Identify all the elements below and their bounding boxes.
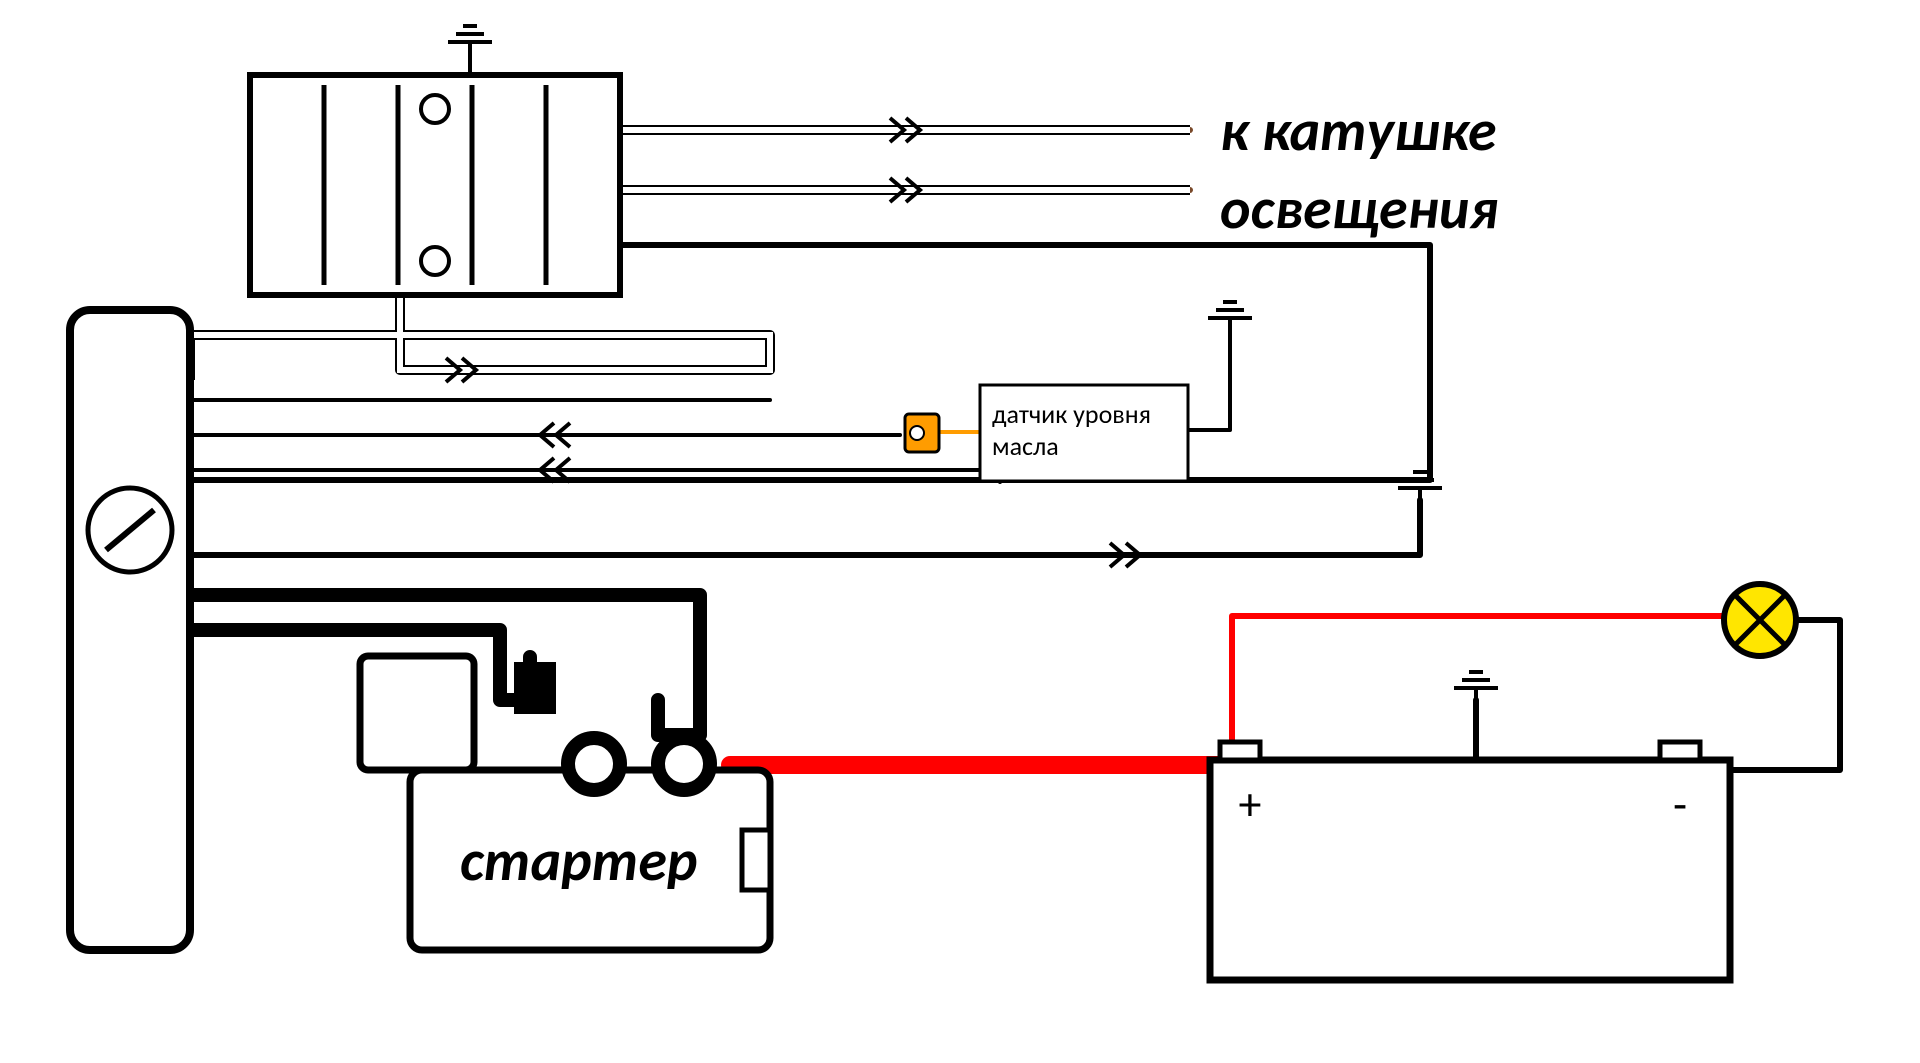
regulator-hole <box>421 95 449 123</box>
relay-terminal <box>514 662 556 714</box>
starter-label: стартер <box>460 825 697 896</box>
starter-cap <box>742 830 770 890</box>
ignition-switch <box>70 310 190 950</box>
starter-relay <box>360 656 474 770</box>
battery-minus: - <box>1673 777 1687 833</box>
oil-label-1: датчик уровня <box>992 398 1151 430</box>
battery-box <box>1210 760 1730 980</box>
label-lighting: освещения <box>1220 173 1498 244</box>
battery-plus: + <box>1239 777 1262 833</box>
ring-terminal <box>658 738 710 790</box>
battery-term-minus <box>1660 742 1700 760</box>
battery-term-plus <box>1220 742 1260 760</box>
label-to-coil: к катушке <box>1220 95 1496 166</box>
oil-label-2: масла <box>992 430 1059 462</box>
wiring-diagram: стартер + - датчик уровнямасла к катушкеосве… <box>0 0 1920 1063</box>
regulator-hole <box>421 247 449 275</box>
ring-terminal <box>568 738 620 790</box>
